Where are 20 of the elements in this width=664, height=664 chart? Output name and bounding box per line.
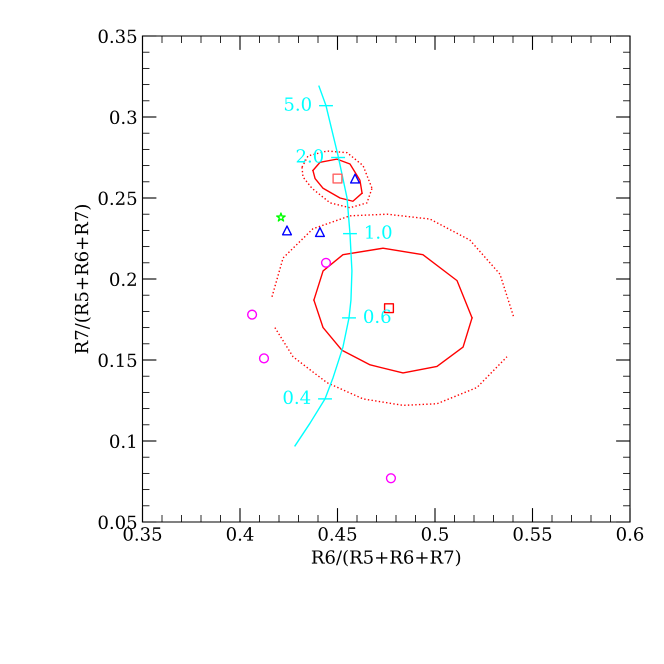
y-tick-label: 0.15 [98,353,136,368]
x-tick-label: 0.4 [226,527,254,541]
x-tick-label: 0.5 [422,527,448,541]
y-tick-label: 0.25 [98,191,136,206]
y-axis-title: R7/(R5+R6+R7) [74,205,91,354]
x-axis-title: R6/(R5+R6+R7) [312,550,460,566]
x-tick-label: 0.45 [318,527,356,541]
x-tick-label: 0.35 [124,527,162,541]
annotation: 2.0 [296,149,323,163]
annotation: 1.0 [366,225,392,239]
y-tick-label: 0.35 [98,29,136,44]
y-tick-label: 0.1 [110,434,136,448]
x-tick-label: 0.6 [616,527,644,541]
x-tick-label: 0.55 [514,527,552,541]
annotation: 5.0 [284,97,311,111]
y-tick-label: 0.05 [98,515,136,530]
y-tick-label: 0.2 [110,272,136,286]
annotation: 0.4 [284,390,310,404]
annotation: 0.6 [364,309,390,324]
y-tick-label: 0.3 [110,110,136,124]
